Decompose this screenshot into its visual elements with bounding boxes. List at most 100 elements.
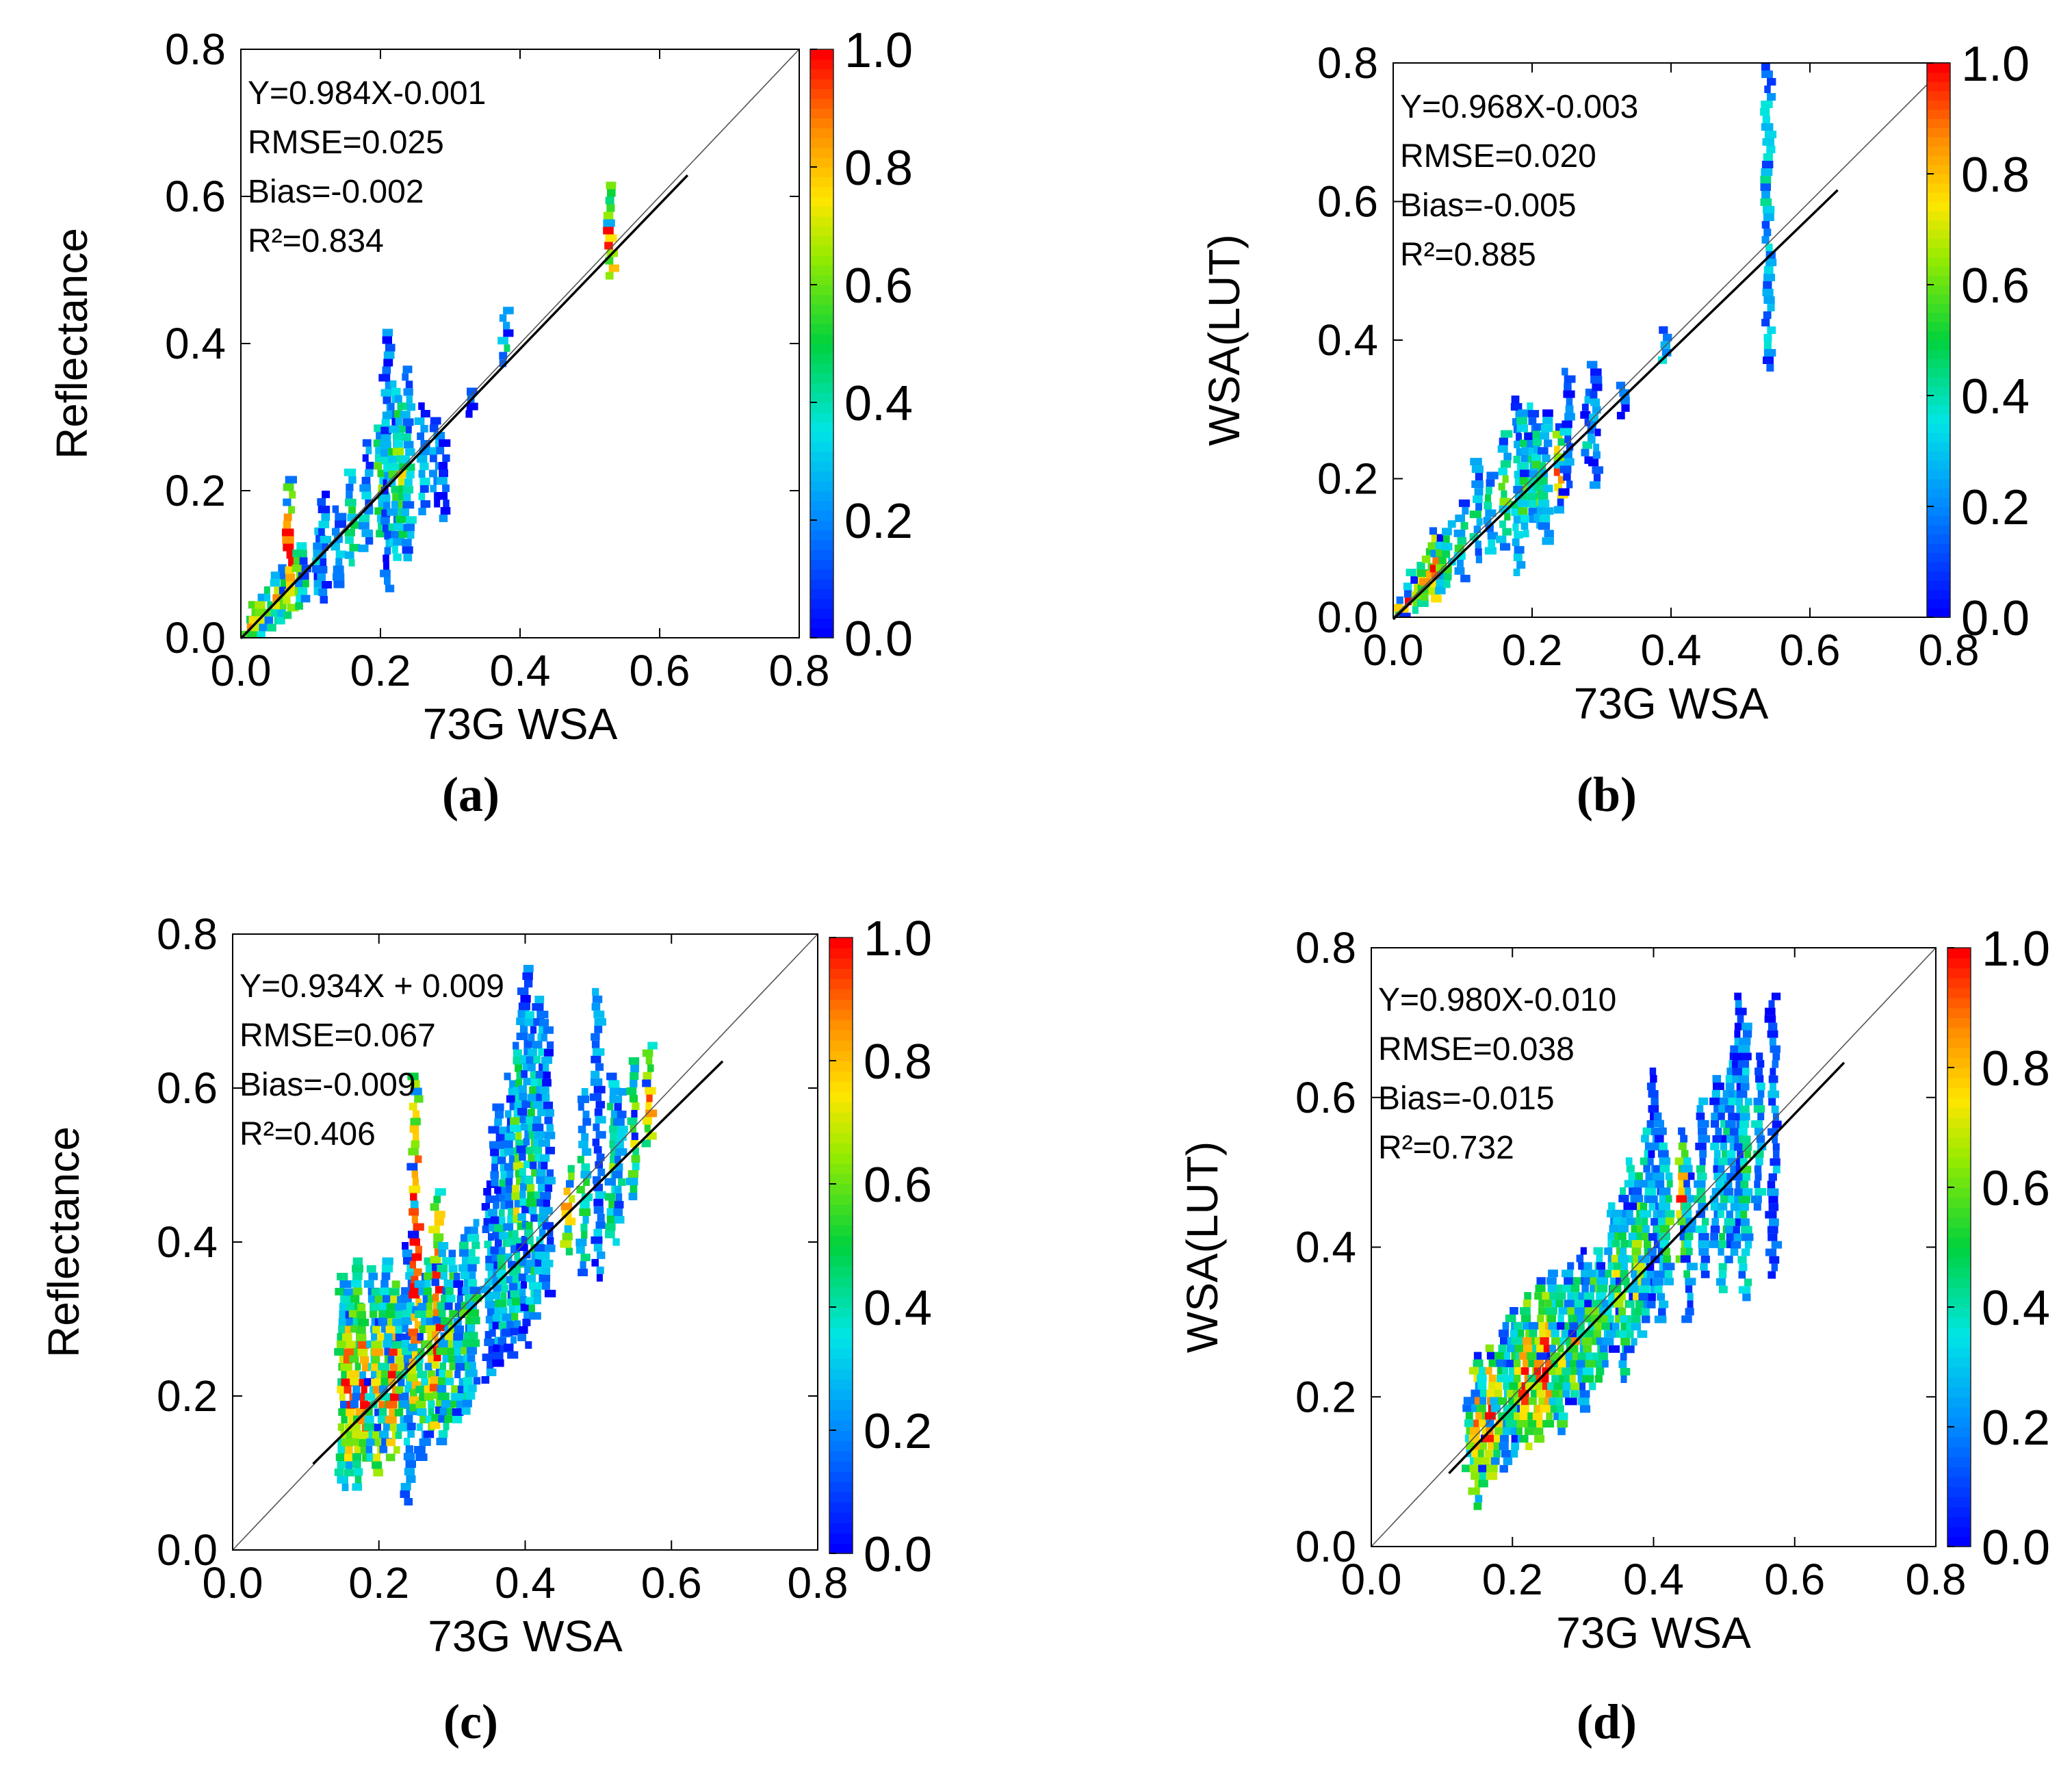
data-cell <box>526 1221 533 1230</box>
data-cell <box>1767 1188 1779 1196</box>
data-cell <box>396 1371 406 1379</box>
data-cell <box>1570 1360 1582 1368</box>
data-cell <box>1763 206 1775 214</box>
data-cell <box>591 1033 600 1041</box>
data-cell <box>1740 1105 1750 1113</box>
colorbar-segment <box>810 324 833 335</box>
data-cell <box>1665 1217 1674 1226</box>
colorbar-segment <box>829 1461 853 1472</box>
data-cell <box>1557 438 1566 446</box>
data-cell <box>1631 1248 1642 1256</box>
data-cell <box>1658 1202 1670 1211</box>
data-cell <box>1631 1187 1642 1195</box>
data-cell <box>1538 500 1550 508</box>
stats-text: Bias=-0.009 <box>239 1067 416 1103</box>
data-column <box>1453 499 1471 582</box>
data-cell <box>512 1185 519 1193</box>
data-cell <box>1506 1412 1515 1420</box>
data-cell <box>609 1125 619 1133</box>
data-cell <box>1583 1315 1592 1323</box>
data-cell <box>528 1154 539 1162</box>
colorbar-segment <box>810 127 833 138</box>
data-cell <box>395 1431 402 1439</box>
data-cell <box>1596 1337 1607 1345</box>
data-cell <box>1538 477 1548 485</box>
data-cell <box>1738 1045 1750 1053</box>
data-cell <box>1505 1375 1518 1382</box>
colorbar-segment <box>810 265 833 276</box>
data-cell <box>562 1232 573 1241</box>
data-cell <box>436 1399 445 1407</box>
data-cell <box>274 586 282 595</box>
data-cell <box>1605 1269 1612 1278</box>
data-cell <box>391 500 400 508</box>
data-cell <box>1664 1270 1673 1278</box>
data-cell <box>1732 1068 1744 1076</box>
data-cell <box>496 1134 506 1142</box>
colorbar-tick-label: 0.4 <box>844 376 913 431</box>
one-to-one-line <box>1371 947 1937 1547</box>
data-cell <box>318 521 329 528</box>
data-cell <box>613 1208 623 1216</box>
colorbar-segment <box>1927 238 1950 248</box>
data-cell <box>1580 1247 1587 1255</box>
data-cell <box>398 1378 405 1386</box>
data-cell <box>597 1213 605 1221</box>
data-cell <box>1520 1367 1529 1375</box>
data-cell <box>519 1115 528 1123</box>
data-cell <box>1475 473 1484 481</box>
data-cell <box>456 1295 463 1303</box>
data-cell <box>391 387 401 396</box>
data-cell <box>344 468 357 476</box>
data-cell <box>468 1384 477 1393</box>
data-cell <box>1539 515 1551 523</box>
data-cell <box>366 1453 374 1461</box>
data-cell <box>1527 478 1539 486</box>
data-cell <box>522 1319 531 1326</box>
data-cell <box>423 1430 435 1438</box>
colorbar-segment <box>1947 1177 1971 1188</box>
data-cell <box>317 498 326 506</box>
data-cell <box>1524 1292 1531 1300</box>
data-cell <box>469 1271 476 1280</box>
data-cell <box>359 1371 366 1379</box>
data-cell <box>1767 93 1776 101</box>
data-cell <box>1565 1352 1574 1360</box>
data-cell <box>545 1146 555 1154</box>
data-cell <box>352 1393 362 1401</box>
data-cell <box>413 1110 420 1118</box>
data-cell <box>615 1148 627 1156</box>
data-cell <box>401 456 411 464</box>
data-cell <box>406 471 415 479</box>
y-tick-label: 0.2 <box>1295 1372 1356 1421</box>
data-cell <box>375 447 385 455</box>
data-cell <box>379 1310 389 1318</box>
data-cell <box>467 1234 479 1242</box>
data-cell <box>1608 1202 1616 1210</box>
colorbar-segment <box>1927 303 1950 313</box>
data-cell <box>1498 1397 1507 1405</box>
data-cell <box>503 307 514 315</box>
data-cell <box>383 1295 391 1303</box>
data-cell <box>357 1349 368 1356</box>
data-cell <box>1535 1284 1546 1293</box>
colorbar-tick-label: 0.6 <box>1961 259 2030 313</box>
colorbar-tick-label: 1.0 <box>864 912 932 966</box>
data-cell <box>560 1240 572 1248</box>
data-cell <box>1620 1240 1629 1248</box>
data-cell <box>267 601 275 609</box>
data-cell <box>1566 398 1573 406</box>
one-to-one-line <box>1393 62 1950 618</box>
colorbar-segment <box>810 147 833 158</box>
data-cell <box>1563 1375 1571 1383</box>
data-cell <box>454 1273 461 1280</box>
data-cell <box>605 234 617 242</box>
data-cell <box>333 535 343 543</box>
data-cell <box>1620 396 1630 404</box>
data-cell <box>366 1438 377 1446</box>
data-cell <box>1735 1211 1743 1219</box>
data-cell <box>411 1215 418 1224</box>
data-cell <box>1552 430 1563 439</box>
data-cell <box>1604 1247 1613 1255</box>
